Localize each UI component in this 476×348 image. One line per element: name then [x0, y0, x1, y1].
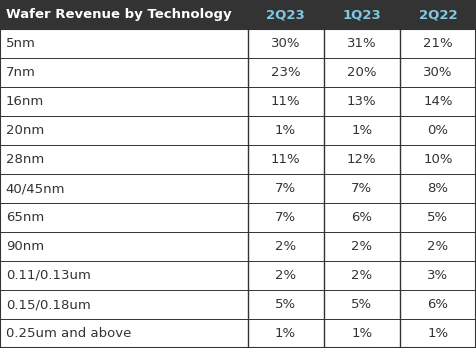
Text: 5%: 5% — [427, 211, 448, 224]
Bar — [0, 290, 248, 319]
Bar — [400, 58, 476, 87]
Bar — [324, 232, 400, 261]
Text: 10%: 10% — [423, 153, 453, 166]
Text: 23%: 23% — [271, 66, 300, 79]
Text: 1%: 1% — [275, 327, 296, 340]
Bar — [248, 174, 324, 203]
Text: 5%: 5% — [275, 298, 296, 311]
Text: 2%: 2% — [427, 240, 448, 253]
Text: 0.11/0.13um: 0.11/0.13um — [6, 269, 90, 282]
Bar — [0, 0, 248, 29]
Text: 13%: 13% — [347, 95, 377, 108]
Bar — [324, 29, 400, 58]
Text: 7nm: 7nm — [6, 66, 36, 79]
Text: 20nm: 20nm — [6, 124, 44, 137]
Bar — [324, 203, 400, 232]
Bar — [0, 116, 248, 145]
Bar — [324, 261, 400, 290]
Bar — [0, 87, 248, 116]
Bar — [0, 319, 248, 348]
Text: 30%: 30% — [271, 37, 300, 50]
Bar — [324, 116, 400, 145]
Bar — [324, 87, 400, 116]
Bar — [400, 116, 476, 145]
Text: 11%: 11% — [271, 95, 300, 108]
Text: 1Q23: 1Q23 — [342, 8, 381, 21]
Bar — [400, 87, 476, 116]
Text: 8%: 8% — [427, 182, 448, 195]
Bar — [324, 0, 400, 29]
Text: 7%: 7% — [351, 182, 372, 195]
Bar — [248, 261, 324, 290]
Text: 21%: 21% — [423, 37, 453, 50]
Text: 6%: 6% — [427, 298, 448, 311]
Bar — [248, 203, 324, 232]
Text: 0.15/0.18um: 0.15/0.18um — [6, 298, 90, 311]
Bar — [0, 232, 248, 261]
Text: Wafer Revenue by Technology: Wafer Revenue by Technology — [6, 8, 231, 21]
Bar — [324, 290, 400, 319]
Text: 30%: 30% — [423, 66, 453, 79]
Text: 2%: 2% — [275, 240, 296, 253]
Text: 0.25um and above: 0.25um and above — [6, 327, 131, 340]
Text: 2Q22: 2Q22 — [418, 8, 457, 21]
Text: 11%: 11% — [271, 153, 300, 166]
Text: 90nm: 90nm — [6, 240, 44, 253]
Text: 3%: 3% — [427, 269, 448, 282]
Bar — [0, 174, 248, 203]
Text: 1%: 1% — [351, 124, 372, 137]
Bar — [400, 145, 476, 174]
Bar — [400, 319, 476, 348]
Bar — [400, 174, 476, 203]
Text: 28nm: 28nm — [6, 153, 44, 166]
Text: 5nm: 5nm — [6, 37, 36, 50]
Text: 2Q23: 2Q23 — [266, 8, 305, 21]
Text: 2%: 2% — [275, 269, 296, 282]
Bar — [400, 261, 476, 290]
Bar — [324, 174, 400, 203]
Bar — [248, 290, 324, 319]
Text: 1%: 1% — [275, 124, 296, 137]
Text: 0%: 0% — [427, 124, 448, 137]
Text: 31%: 31% — [347, 37, 377, 50]
Text: 7%: 7% — [275, 182, 296, 195]
Text: 7%: 7% — [275, 211, 296, 224]
Bar — [248, 116, 324, 145]
Bar — [248, 319, 324, 348]
Text: 1%: 1% — [351, 327, 372, 340]
Bar — [324, 58, 400, 87]
Bar — [400, 290, 476, 319]
Text: 2%: 2% — [351, 240, 372, 253]
Bar — [0, 203, 248, 232]
Bar — [248, 0, 324, 29]
Bar — [400, 0, 476, 29]
Text: 2%: 2% — [351, 269, 372, 282]
Bar — [324, 319, 400, 348]
Bar — [400, 203, 476, 232]
Bar — [248, 87, 324, 116]
Bar — [0, 145, 248, 174]
Bar — [248, 145, 324, 174]
Text: 16nm: 16nm — [6, 95, 44, 108]
Bar — [324, 145, 400, 174]
Bar — [0, 261, 248, 290]
Bar — [0, 29, 248, 58]
Bar — [248, 232, 324, 261]
Text: 5%: 5% — [351, 298, 372, 311]
Text: 65nm: 65nm — [6, 211, 44, 224]
Bar — [248, 29, 324, 58]
Bar — [400, 232, 476, 261]
Text: 20%: 20% — [347, 66, 377, 79]
Text: 14%: 14% — [423, 95, 453, 108]
Bar — [0, 58, 248, 87]
Text: 1%: 1% — [427, 327, 448, 340]
Text: 12%: 12% — [347, 153, 377, 166]
Bar — [248, 58, 324, 87]
Text: 6%: 6% — [351, 211, 372, 224]
Text: 40/45nm: 40/45nm — [6, 182, 65, 195]
Bar — [400, 29, 476, 58]
